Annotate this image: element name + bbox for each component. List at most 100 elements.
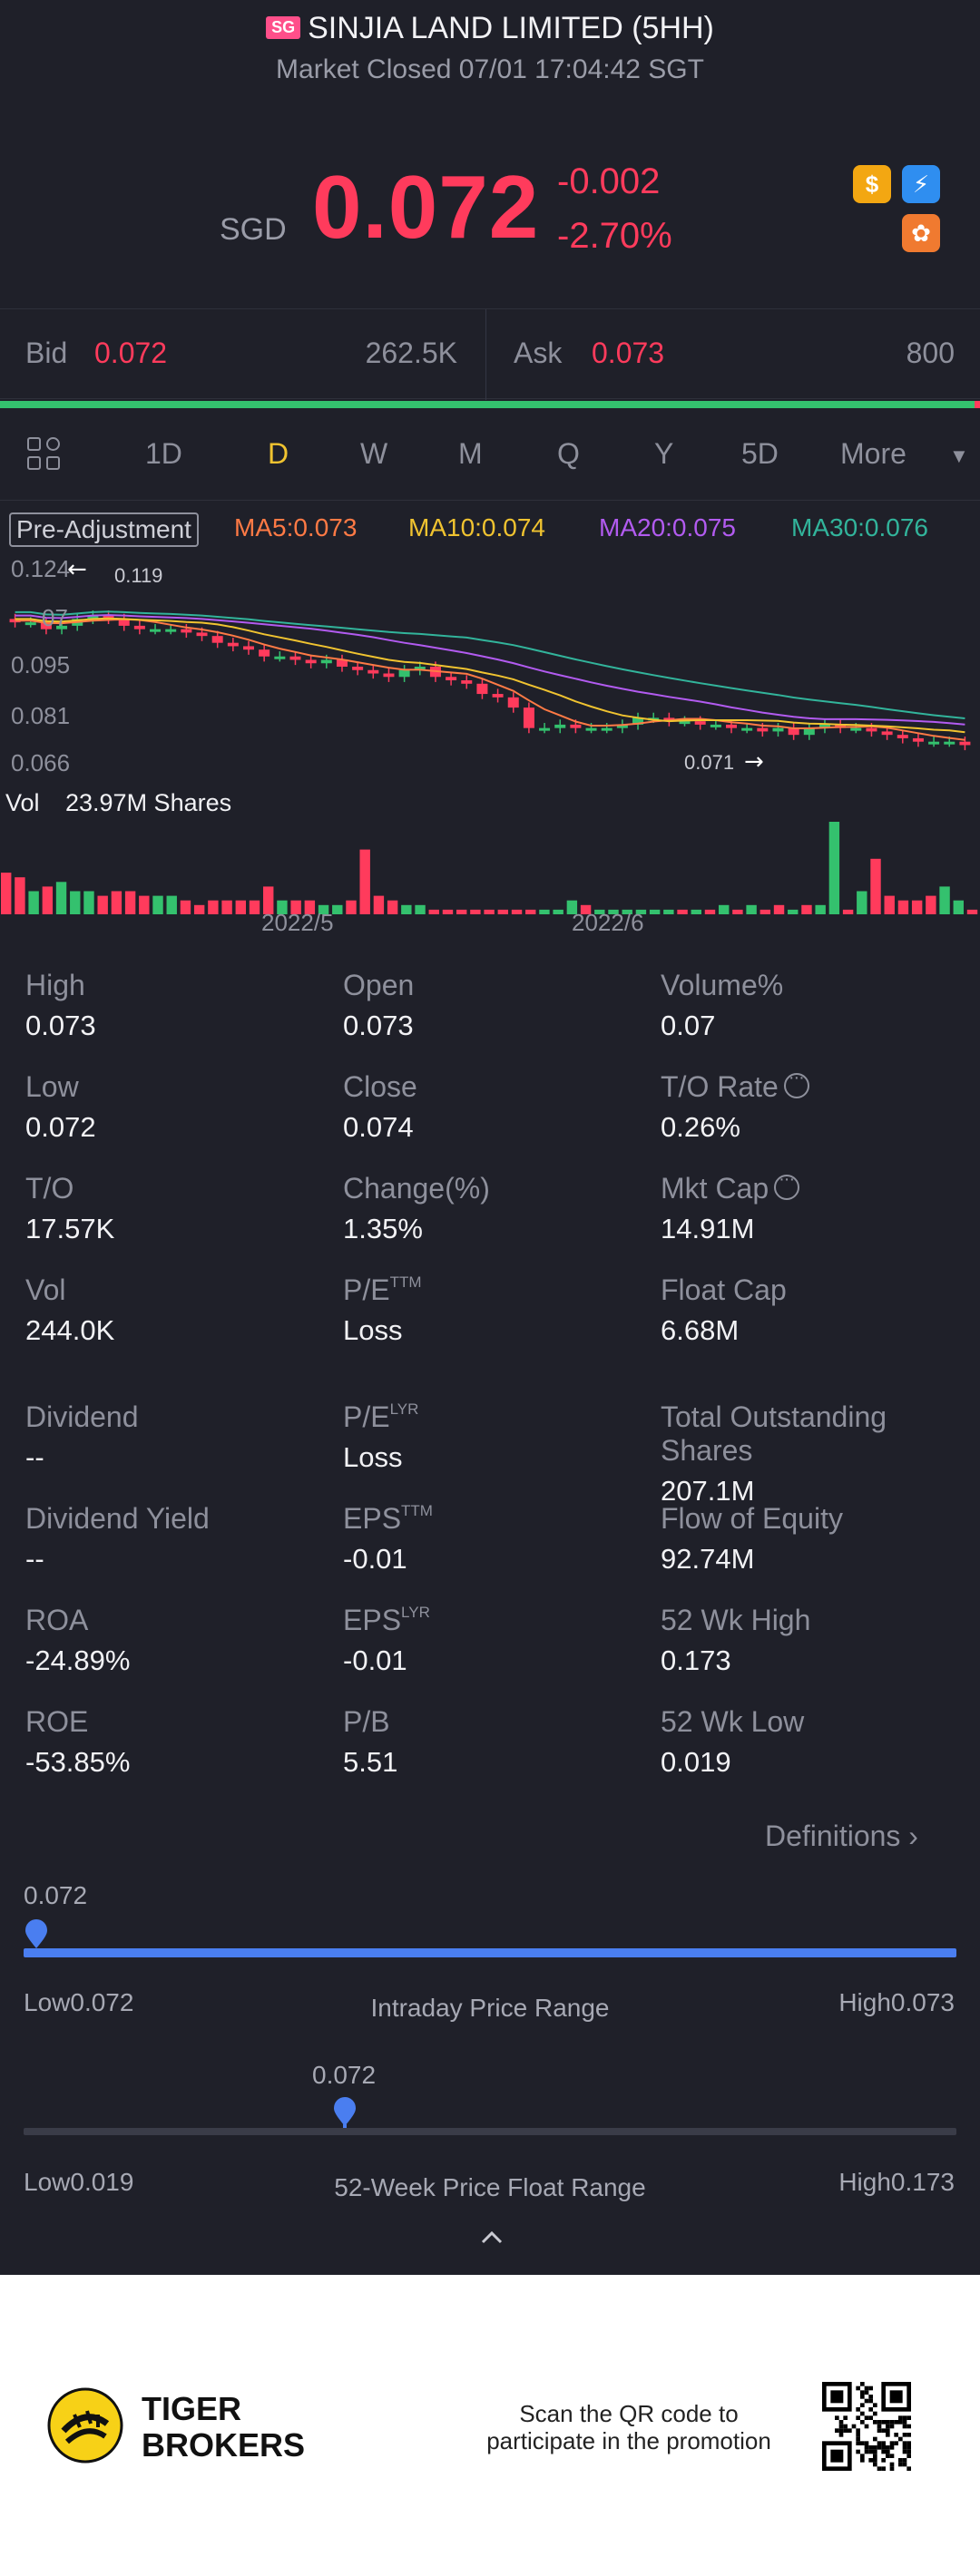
pre-adjustment-toggle[interactable]: Pre-Adjustment [9, 512, 199, 547]
stat-label-text: P/E [343, 1273, 390, 1306]
stat-label: High [25, 969, 96, 1002]
volume-bar [553, 909, 564, 914]
exchange-badge: SG [266, 16, 301, 39]
chevron-up-icon[interactable] [481, 2230, 503, 2244]
tiger-swap-icon[interactable]: ✿ [902, 214, 940, 252]
stat-label-text: Change(%) [343, 1172, 490, 1205]
stat-label-text: High [25, 969, 85, 1001]
dollar-icon[interactable]: $ [853, 165, 891, 203]
candle-body [118, 619, 130, 626]
stat-value: 0.074 [343, 1111, 414, 1143]
definitions-link[interactable]: Definitions › [765, 1820, 918, 1853]
volume-bar [857, 891, 867, 914]
intraday-high: High0.073 [838, 1988, 955, 2017]
info-circle-icon[interactable] [783, 1068, 809, 1098]
candle-body [196, 632, 208, 637]
stat-cell: Change(%) 1.35% [343, 1172, 490, 1245]
stat-value: 0.019 [661, 1746, 731, 1778]
stat-label: P/ELYR [343, 1400, 418, 1434]
stat-cell: ROE -53.85% [25, 1705, 130, 1779]
candle-body [710, 724, 721, 727]
tab-y[interactable]: Y [654, 437, 674, 470]
definitions-label[interactable]: Definitions [765, 1820, 901, 1852]
tab-w[interactable]: W [360, 437, 388, 470]
stat-label: T/O Rate [661, 1068, 809, 1104]
stat-cell[interactable]: T/O Rate 0.26% [661, 1068, 809, 1144]
volume-bar [442, 909, 454, 914]
candle-body [476, 683, 488, 695]
volume-bar [953, 900, 964, 914]
candle-body [818, 724, 830, 728]
bid-ask-ratio-bar [0, 401, 980, 408]
volume-bar [842, 909, 854, 914]
bid-label: Bid [25, 337, 68, 369]
tab-q[interactable]: Q [557, 437, 580, 470]
volume-bar [428, 909, 439, 914]
stat-label: EPSLYR [343, 1604, 430, 1637]
intraday-low: Low0.072 [24, 1988, 133, 2017]
volume-bar [525, 909, 536, 914]
candle-body [507, 697, 519, 708]
stat-cell: 52 Wk Low 0.019 [661, 1705, 804, 1779]
tab-m[interactable]: M [458, 437, 483, 470]
volume-bar [760, 909, 771, 914]
ma30-label: MA30:0.076 [791, 513, 928, 542]
candle-body [881, 731, 893, 736]
chevron-down-icon[interactable]: ▼ [949, 444, 969, 467]
volume-bar [870, 858, 881, 914]
tab-d[interactable]: D [268, 437, 289, 470]
y-tick-label-partial: 07 [42, 604, 68, 631]
stat-label-text: P/E [343, 1400, 390, 1433]
qr-code[interactable] [822, 2382, 911, 2471]
candle-body [320, 659, 332, 664]
candle-body [368, 669, 379, 674]
volume-bar [635, 909, 647, 914]
candle-body [181, 629, 192, 633]
tab-1d[interactable]: 1D [145, 437, 182, 470]
intraday-high-value: 0.073 [890, 1988, 955, 2016]
stat-label-text: ROA [25, 1604, 89, 1636]
price-change-pct: -2.70% [557, 216, 672, 256]
stat-label-text: Float Cap [661, 1273, 787, 1306]
volume-bar [897, 900, 909, 914]
candle-body [56, 625, 68, 629]
stat-label-text: Open [343, 969, 415, 1001]
ask-ratio-segment [975, 401, 980, 408]
volume-value: 23.97M Shares [65, 789, 231, 816]
volume-bar [28, 891, 39, 914]
stat-label: Low [25, 1070, 96, 1104]
stat-label: ROE [25, 1705, 130, 1739]
candle-body [211, 636, 223, 643]
week52-high-value: 0.173 [890, 2168, 955, 2196]
volume-bar [484, 909, 495, 914]
stat-cell[interactable]: Mkt Cap 14.91M [661, 1169, 800, 1245]
volume-bar [884, 895, 895, 914]
ask-price: 0.073 [592, 337, 665, 369]
volume-bar [773, 904, 785, 914]
candle-body [87, 615, 99, 620]
tab-5d[interactable]: 5D [741, 437, 779, 470]
bid-ask-divider [485, 309, 486, 400]
layout-grid-icon[interactable] [27, 437, 64, 473]
candle-body [259, 649, 270, 657]
volume-bar [704, 909, 716, 914]
candle-body [679, 721, 691, 725]
stat-value: 92.74M [661, 1543, 755, 1575]
stat-value: 6.68M [661, 1314, 740, 1346]
tab-more[interactable]: More [840, 437, 906, 470]
price-change: -0.002 [557, 161, 661, 201]
candle-body [352, 667, 364, 670]
stat-label: T/O [25, 1172, 114, 1205]
stat-label-text: EPS [343, 1604, 402, 1636]
lightning-icon[interactable]: ⚡ [902, 165, 940, 203]
candlestick-chart[interactable]: 0.124 0.095 0.081 0.066 07 ← 0.119 0.071… [0, 555, 980, 936]
volume-bar [263, 886, 274, 914]
candle-body [554, 724, 566, 728]
info-circle-icon[interactable] [774, 1169, 800, 1200]
chevron-right-icon[interactable]: › [908, 1820, 918, 1852]
stat-label: Flow of Equity [661, 1502, 843, 1536]
stat-cell: Low 0.072 [25, 1070, 96, 1144]
stat-label: Volume% [661, 969, 783, 1002]
volume-bar [691, 909, 701, 914]
stat-value: 1.35% [343, 1213, 423, 1244]
